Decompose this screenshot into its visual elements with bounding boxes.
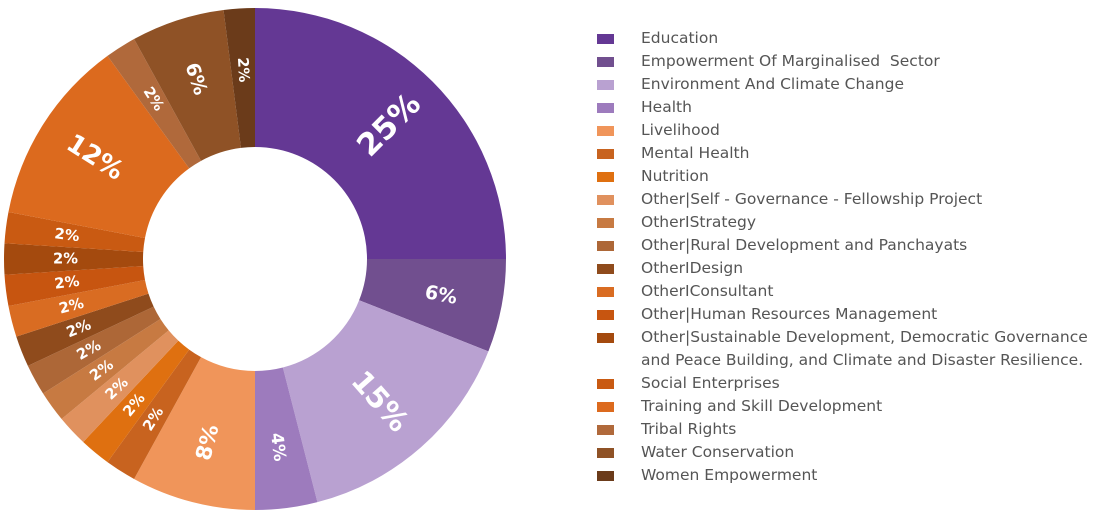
slice-14[interactable] bbox=[4, 211, 145, 252]
legend-label: Nutrition bbox=[641, 167, 709, 185]
slice-label-13: 2% bbox=[53, 251, 78, 268]
legend-swatch bbox=[597, 241, 614, 251]
legend-swatch bbox=[597, 218, 614, 228]
legend-swatch bbox=[597, 402, 614, 412]
legend-label: Women Empowerment bbox=[641, 466, 818, 484]
legend-label: OtherIConsultant bbox=[641, 282, 774, 300]
legend-swatch bbox=[597, 103, 614, 113]
slice-5[interactable] bbox=[107, 349, 202, 479]
legend-swatch bbox=[597, 310, 614, 320]
legend-label: Training and Skill Development bbox=[641, 397, 883, 415]
legend-swatch bbox=[597, 195, 614, 205]
legend-item[interactable]: OtherIConsultant bbox=[597, 280, 1105, 303]
legend-item[interactable]: OtherIDesign bbox=[597, 257, 1105, 280]
legend-item[interactable]: Livelihood bbox=[597, 119, 1105, 142]
slice-17[interactable] bbox=[134, 9, 241, 161]
slice-label-18: 2% bbox=[234, 57, 253, 83]
slice-label-3: 4% bbox=[267, 432, 290, 463]
slice-12[interactable] bbox=[4, 266, 145, 307]
slice-10[interactable] bbox=[16, 293, 154, 366]
legend-item[interactable]: Mental Health bbox=[597, 142, 1105, 165]
legend-item[interactable]: Health bbox=[597, 96, 1105, 119]
legend-item[interactable]: Training and Skill Development bbox=[597, 395, 1105, 418]
legend-swatch bbox=[597, 425, 614, 435]
legend-item[interactable]: Other|Rural Development and Panchayats bbox=[597, 234, 1105, 257]
legend-label: Tribal Rights bbox=[641, 420, 737, 438]
legend-swatch bbox=[597, 471, 614, 481]
slice-9[interactable] bbox=[27, 306, 161, 394]
legend-label: Other|Rural Development and Panchayats bbox=[641, 236, 968, 254]
legend-item[interactable]: OtherIStrategy bbox=[597, 211, 1105, 234]
legend-item[interactable]: Social Enterprises bbox=[597, 372, 1105, 395]
legend-swatch bbox=[597, 172, 614, 182]
legend-label: Mental Health bbox=[641, 144, 750, 162]
legend-label: OtherIStrategy bbox=[641, 213, 756, 231]
legend-swatch bbox=[597, 379, 614, 389]
legend-label: Empowerment Of Marginalised Sector bbox=[641, 52, 940, 70]
legend-item[interactable]: Tribal Rights bbox=[597, 418, 1105, 441]
legend-item[interactable]: Other|Self - Governance - Fellowship Pro… bbox=[597, 188, 1105, 211]
slice-0[interactable] bbox=[255, 8, 506, 259]
slice-4[interactable] bbox=[134, 357, 255, 510]
legend-swatch bbox=[597, 80, 614, 90]
slice-13[interactable] bbox=[3, 243, 144, 275]
slice-11[interactable] bbox=[8, 279, 149, 337]
slice-16[interactable] bbox=[107, 39, 202, 169]
legend-label: Water Conservation bbox=[641, 443, 795, 461]
legend-label: Environment And Climate Change bbox=[641, 75, 905, 93]
legend-item[interactable]: Environment And Climate Change bbox=[597, 73, 1105, 96]
slice-label-14: 2% bbox=[54, 225, 81, 245]
slice-6[interactable] bbox=[83, 340, 190, 463]
legend-item[interactable]: Education bbox=[597, 27, 1105, 50]
slice-label-12: 2% bbox=[54, 273, 81, 293]
legend-item[interactable]: Other|Sustainable Development, Democrati… bbox=[597, 326, 1105, 372]
legend-swatch bbox=[597, 448, 614, 458]
legend-label: Livelihood bbox=[641, 121, 720, 139]
legend-label: OtherIDesign bbox=[641, 259, 744, 277]
legend-item[interactable]: Empowerment Of Marginalised Sector bbox=[597, 50, 1105, 73]
legend-label: Education bbox=[641, 29, 719, 47]
legend-swatch bbox=[597, 287, 614, 297]
legend-swatch bbox=[597, 57, 614, 67]
slice-3[interactable] bbox=[255, 367, 318, 510]
legend-label: Other|Self - Governance - Fellowship Pro… bbox=[641, 190, 983, 208]
legend-label: Health bbox=[641, 98, 692, 116]
legend-label: Other|Human Resources Management bbox=[641, 305, 938, 323]
legend-item[interactable]: Other|Human Resources Management bbox=[597, 303, 1105, 326]
legend-label: Other|Sustainable Development, Democrati… bbox=[641, 328, 1088, 369]
slice-1[interactable] bbox=[359, 259, 506, 352]
legend-item[interactable]: Water Conservation bbox=[597, 441, 1105, 464]
legend-swatch bbox=[597, 34, 614, 44]
legend-item[interactable]: Nutrition bbox=[597, 165, 1105, 188]
legend-item[interactable]: Women Empowerment bbox=[597, 464, 1105, 487]
donut-chart: 25%6%15%4%8%2%2%2%2%2%2%2%2%2%2%12%2%6% 2… bbox=[3, 8, 506, 510]
legend-swatch bbox=[597, 126, 614, 136]
slice-7[interactable] bbox=[61, 330, 179, 442]
legend-swatch bbox=[597, 149, 614, 159]
legend-swatch bbox=[597, 264, 614, 274]
slice-18[interactable] bbox=[223, 8, 255, 148]
legend: Education Empowerment Of Marginalised Sec… bbox=[597, 27, 1105, 487]
slice-15[interactable] bbox=[8, 55, 190, 239]
slice-label-11: 2% bbox=[57, 295, 86, 318]
slice-2[interactable] bbox=[282, 300, 489, 503]
legend-swatch bbox=[597, 333, 614, 343]
slice-8[interactable] bbox=[43, 319, 169, 419]
legend-label: Social Enterprises bbox=[641, 374, 780, 392]
